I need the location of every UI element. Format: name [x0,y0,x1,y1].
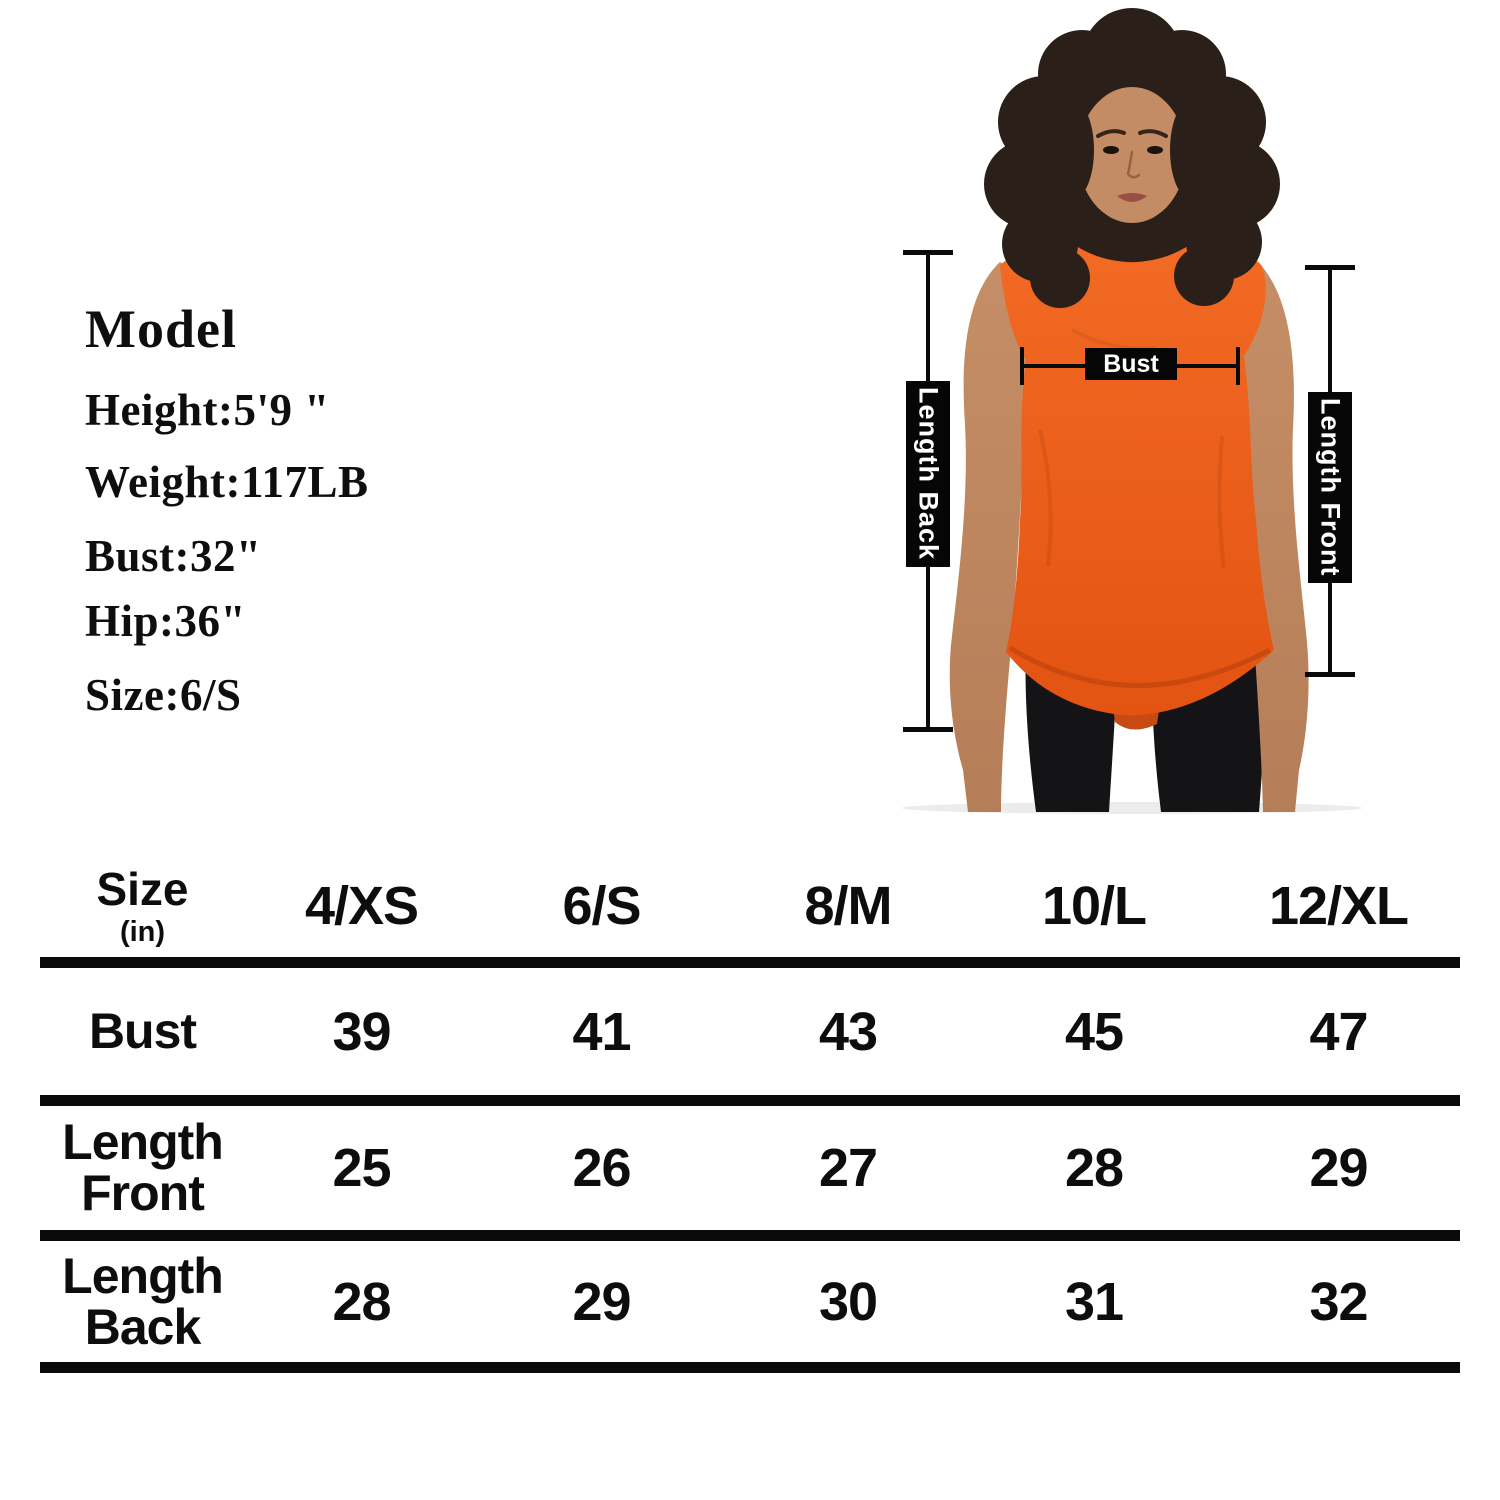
size-chart-header-row: Size (in) 4/XS 6/S 8/M 10/L 12/XL [40,855,1460,957]
length-back-label: Length Back [906,381,950,567]
column-header-6s: 6/S [562,876,641,936]
table-rule [40,1362,1460,1373]
row-label: Bust [88,1003,197,1059]
table-row-length-back: Length Back 28 29 30 31 32 [40,1241,1460,1362]
table-cell: 47 [1309,1001,1368,1062]
table-cell: 45 [1064,1001,1124,1062]
length-front-bottom-cap [1305,672,1355,677]
model-size: Size:6/S [85,670,242,720]
table-rule [40,1095,1460,1106]
face [1078,87,1186,223]
table-cell: 30 [818,1271,878,1332]
table-cell: 32 [1309,1271,1368,1332]
column-header-8m: 8/M [804,876,892,936]
size-unit-label: (in) [119,915,166,948]
table-row-bust: Bust 39 41 43 45 47 [40,968,1460,1095]
table-cell: 39 [332,1001,391,1062]
arms [949,262,1309,812]
model-bust: Bust:32" [85,531,262,581]
column-header-12xl: 12/XL [1268,876,1409,936]
table-cell: 27 [818,1138,878,1198]
model-hip: Hip:36" [85,596,246,646]
table-rule [40,957,1460,968]
column-header-4xs: 4/XS [304,876,419,936]
bust-right-tick [1236,347,1240,385]
table-cell: 29 [1309,1138,1368,1198]
row-label: Length Front [62,1114,224,1221]
column-header-10l: 10/L [1041,876,1147,936]
size-corner-label: Size (in) [96,866,188,947]
table-row-length-front: Length Front 25 26 27 28 29 [40,1106,1460,1230]
hair-fringe [1054,62,1210,198]
size-corner-title: Size [96,862,189,915]
table-cell: 28 [1064,1138,1124,1198]
model-info-title: Model [85,299,237,359]
table-cell: 41 [572,1001,631,1062]
length-back-bottom-cap [903,727,953,732]
length-front-label: Length Front [1308,392,1352,583]
bust-label: Bust [1085,348,1177,380]
table-cell: 26 [572,1138,631,1198]
model-height: Height:5'9 " [85,385,330,435]
table-cell: 31 [1064,1271,1124,1332]
table-cell: 29 [572,1271,631,1332]
tank-top [1000,243,1274,716]
table-cell: 28 [332,1271,391,1332]
model-photo [902,8,1362,814]
table-cell: 25 [332,1138,391,1198]
size-chart-table: Size (in) 4/XS 6/S 8/M 10/L 12/XL Bust 3… [40,855,1460,1373]
table-rule [40,1230,1460,1241]
model-info-block: Model Height:5'9 " Weight:117LB Bust:32"… [85,298,605,738]
row-label: Length Back [62,1247,224,1355]
table-cell: 43 [818,1001,878,1062]
model-weight: Weight:117LB [85,457,369,507]
